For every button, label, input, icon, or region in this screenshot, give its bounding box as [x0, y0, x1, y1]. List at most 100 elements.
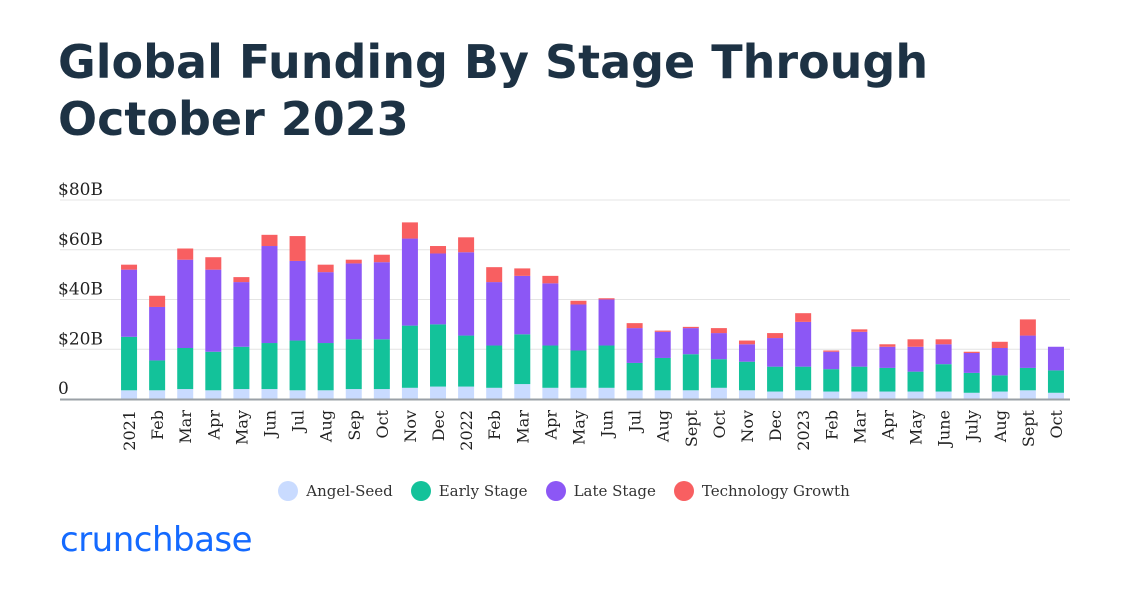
bar-early-stage-26 [851, 367, 867, 392]
legend-item-late-stage[interactable]: Late Stage [546, 481, 656, 501]
bar-late-stage-6 [290, 261, 306, 341]
bar-angel-seed-19 [655, 390, 671, 399]
bar-late-stage-25 [823, 352, 839, 369]
y-tick-label-0: 0 [58, 379, 69, 399]
bar-technology-growth-30 [964, 352, 980, 353]
bar-late-stage-27 [879, 347, 895, 368]
x-tick-label-7: Aug [317, 410, 336, 443]
bar-technology-growth-0 [121, 265, 137, 270]
x-tick-label-9: Oct [373, 409, 392, 438]
bar-angel-seed-26 [851, 392, 867, 399]
bar-technology-growth-16 [570, 301, 586, 305]
bar-late-stage-0 [121, 270, 137, 337]
bar-angel-seed-11 [430, 387, 446, 399]
bar-early-stage-3 [205, 352, 221, 391]
x-tick-label-18: Jul [626, 410, 645, 434]
x-tick-label-31: Aug [991, 410, 1010, 443]
legend-swatch-early-stage [411, 481, 431, 501]
bar-late-stage-24 [795, 322, 811, 367]
bar-late-stage-31 [992, 348, 1008, 375]
bar-late-stage-28 [908, 347, 924, 372]
stacked-bar-chart: 0$20B$40B$60B$80B2021 Feb Mar Apr May Jun Jul A… [0, 0, 1128, 470]
bar-late-stage-17 [599, 300, 615, 346]
bar-late-stage-3 [205, 270, 221, 352]
x-tick-label-27: Apr [878, 410, 897, 441]
bar-late-stage-20 [683, 328, 699, 354]
bar-early-stage-23 [767, 367, 783, 392]
bar-late-stage-18 [627, 328, 643, 363]
bar-angel-seed-32 [1020, 390, 1036, 399]
bar-angel-seed-31 [992, 392, 1008, 399]
bar-technology-growth-28 [908, 339, 924, 346]
x-tick-label-5: Jun [260, 410, 279, 439]
bar-angel-seed-17 [599, 388, 615, 399]
bar-early-stage-18 [627, 363, 643, 390]
bar-early-stage-30 [964, 373, 980, 393]
bar-early-stage-29 [936, 364, 952, 391]
bar-early-stage-32 [1020, 368, 1036, 390]
bar-early-stage-14 [514, 334, 530, 384]
bar-late-stage-2 [177, 260, 193, 348]
legend-label-late-stage: Late Stage [574, 482, 656, 500]
bar-technology-growth-1 [149, 296, 165, 307]
bar-late-stage-15 [542, 283, 558, 345]
x-tick-label-33: Oct [1047, 409, 1066, 438]
bar-early-stage-28 [908, 372, 924, 392]
x-tick-label-12: 2022 [457, 410, 476, 451]
bar-angel-seed-25 [823, 392, 839, 399]
legend-item-technology-growth[interactable]: Technology Growth [674, 481, 850, 501]
x-tick-label-28: May [907, 410, 926, 445]
bar-early-stage-2 [177, 348, 193, 389]
bar-late-stage-21 [711, 333, 727, 359]
bar-technology-growth-23 [767, 333, 783, 338]
bar-late-stage-1 [149, 307, 165, 360]
bar-angel-seed-23 [767, 392, 783, 399]
bar-early-stage-24 [795, 367, 811, 391]
bar-early-stage-25 [823, 369, 839, 391]
bar-late-stage-29 [936, 344, 952, 364]
bar-late-stage-22 [739, 344, 755, 361]
bar-angel-seed-22 [739, 390, 755, 399]
bar-angel-seed-7 [318, 390, 334, 399]
x-tick-label-25: Feb [822, 410, 841, 440]
bar-early-stage-10 [402, 326, 418, 388]
bar-late-stage-10 [402, 239, 418, 326]
x-tick-label-3: Apr [204, 410, 223, 441]
legend-item-angel-seed[interactable]: Angel-Seed [278, 481, 392, 501]
bar-late-stage-33 [1048, 347, 1064, 371]
bar-early-stage-17 [599, 346, 615, 388]
bar-technology-growth-24 [795, 313, 811, 322]
x-tick-label-0: 2021 [120, 410, 139, 451]
bar-angel-seed-21 [711, 388, 727, 399]
x-tick-label-23: Dec [766, 410, 785, 441]
bar-technology-growth-18 [627, 323, 643, 328]
bar-angel-seed-20 [683, 390, 699, 399]
bar-technology-growth-27 [879, 344, 895, 346]
bar-early-stage-8 [346, 339, 362, 389]
bar-technology-growth-14 [514, 268, 530, 275]
y-tick-label-80: $80B [58, 180, 103, 200]
legend-item-early-stage[interactable]: Early Stage [411, 481, 528, 501]
bar-technology-growth-13 [486, 267, 502, 282]
bar-late-stage-11 [430, 253, 446, 324]
x-tick-label-26: Mar [850, 410, 869, 444]
bar-technology-growth-2 [177, 249, 193, 260]
bar-technology-growth-4 [233, 277, 249, 282]
legend-label-technology-growth: Technology Growth [702, 482, 850, 500]
bar-angel-seed-0 [121, 390, 137, 399]
bar-technology-growth-9 [374, 255, 390, 262]
bar-technology-growth-12 [458, 237, 474, 252]
bar-angel-seed-24 [795, 390, 811, 399]
bar-early-stage-4 [233, 347, 249, 389]
bar-angel-seed-29 [936, 392, 952, 399]
bar-technology-growth-22 [739, 341, 755, 345]
bar-angel-seed-4 [233, 389, 249, 399]
x-tick-label-19: Aug [654, 410, 673, 443]
bar-early-stage-1 [149, 360, 165, 390]
x-tick-label-4: May [232, 410, 251, 445]
bar-angel-seed-13 [486, 388, 502, 399]
bar-late-stage-14 [514, 276, 530, 334]
crunchbase-logo: crunchbase [60, 520, 252, 560]
bar-early-stage-27 [879, 368, 895, 392]
bar-early-stage-21 [711, 359, 727, 388]
